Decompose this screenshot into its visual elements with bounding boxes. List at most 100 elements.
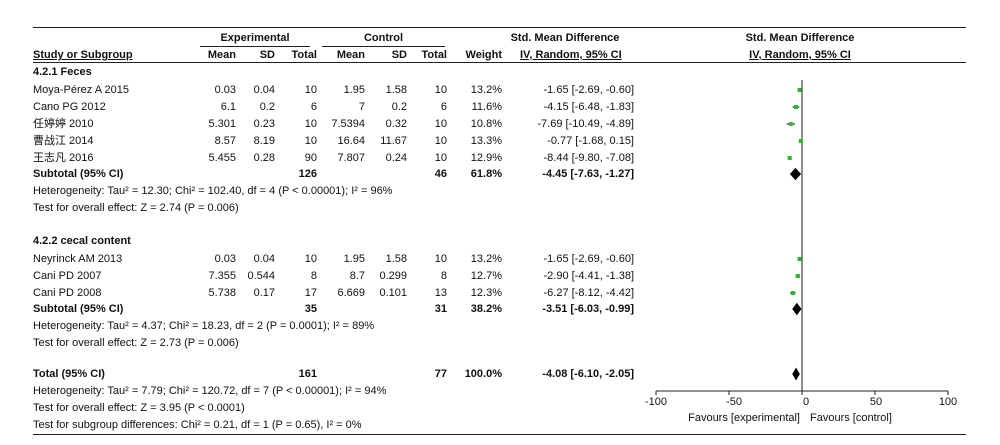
total-e: 6 bbox=[310, 101, 317, 113]
favours-experimental-label: Favours [experimental] bbox=[688, 412, 800, 424]
header-experimental: Experimental bbox=[220, 32, 290, 44]
study-name: 曹战江 2014 bbox=[33, 135, 94, 147]
mean-c: 7.807 bbox=[337, 152, 365, 164]
study-name: Cano PG 2012 bbox=[33, 101, 106, 113]
header-plot-title: Std. Mean Difference bbox=[745, 32, 855, 44]
subgroup-title: 4.2.2 cecal content bbox=[33, 235, 131, 247]
total-total-e: 161 bbox=[298, 368, 317, 380]
study-name: Cani PD 2008 bbox=[33, 287, 102, 299]
weight: 13.3% bbox=[470, 135, 502, 147]
subtotal-total-c: 31 bbox=[434, 303, 447, 315]
col-study: Study or Subgroup bbox=[33, 49, 133, 61]
sd-c: 0.32 bbox=[385, 118, 407, 130]
sd-c: 0.2 bbox=[391, 101, 407, 113]
weight: 10.8% bbox=[470, 118, 502, 130]
sd-e: 0.2 bbox=[259, 101, 275, 113]
total-e: 10 bbox=[304, 84, 317, 96]
subtotal-label: Subtotal (95% CI) bbox=[33, 168, 124, 180]
subtotal-weight: 61.8% bbox=[470, 168, 502, 180]
total-e: 10 bbox=[304, 118, 317, 130]
mean-c: 7.5394 bbox=[331, 118, 365, 130]
header-control: Control bbox=[363, 32, 404, 44]
total-c: 10 bbox=[434, 152, 447, 164]
total-c: 10 bbox=[434, 118, 447, 130]
ci-text: -7.69 [-10.49, -4.89] bbox=[537, 118, 634, 130]
overall-effect-text: Test for overall effect: Z = 2.74 (P = 0… bbox=[33, 202, 239, 214]
col-weight: Weight bbox=[465, 49, 502, 61]
col-mean-e: Mean bbox=[207, 49, 236, 61]
study-name: 王志凡 2016 bbox=[33, 152, 94, 164]
mean-c: 1.95 bbox=[343, 253, 365, 265]
total-c: 13 bbox=[434, 287, 447, 299]
header-rule bbox=[33, 62, 966, 63]
subgroup-differences-text: Test for subgroup differences: Chi² = 0.… bbox=[33, 419, 362, 431]
ci-text: -1.65 [-2.69, -0.60] bbox=[543, 253, 635, 265]
total-overall-effect-text: Test for overall effect: Z = 3.95 (P < 0… bbox=[33, 402, 245, 414]
total-c: 10 bbox=[434, 84, 447, 96]
sd-c: 0.299 bbox=[379, 270, 407, 282]
ci-text: -0.77 [-1.68, 0.15] bbox=[547, 135, 634, 147]
summary-diamond bbox=[792, 302, 802, 316]
weight: 12.3% bbox=[470, 287, 502, 299]
sd-e: 0.28 bbox=[253, 152, 275, 164]
study-point bbox=[788, 122, 793, 126]
study-point bbox=[797, 87, 802, 93]
bottom-rule bbox=[33, 434, 966, 435]
experimental-underline bbox=[200, 46, 310, 47]
mean-c: 7 bbox=[358, 101, 365, 113]
axis-tick-label: -50 bbox=[726, 396, 742, 408]
ci-text: -2.90 [-4.41, -1.38] bbox=[543, 270, 635, 282]
total-e: 90 bbox=[304, 152, 317, 164]
sd-e: 0.23 bbox=[253, 118, 275, 130]
total-heterogeneity-text: Heterogeneity: Tau² = 7.79; Chi² = 120.7… bbox=[33, 385, 387, 397]
study-point bbox=[793, 105, 798, 109]
study-name: Moya-Pérez A 2015 bbox=[33, 84, 130, 96]
axis-tick-label: 0 bbox=[802, 396, 810, 408]
weight: 11.6% bbox=[471, 101, 502, 113]
study-name: Cani PD 2007 bbox=[33, 270, 102, 282]
sd-e: 0.04 bbox=[253, 84, 275, 96]
total-total-c: 77 bbox=[434, 368, 447, 380]
summary-diamond bbox=[792, 367, 800, 381]
total-e: 10 bbox=[304, 135, 317, 147]
study-point bbox=[798, 138, 803, 144]
mean-e: 6.1 bbox=[220, 101, 236, 113]
sd-c: 1.58 bbox=[385, 84, 407, 96]
subtotal-total-c: 46 bbox=[434, 168, 447, 180]
col-plot-method: IV, Random, 95% CI bbox=[749, 49, 851, 61]
subtotal-ci: -4.45 [-7.63, -1.27] bbox=[542, 168, 634, 180]
subtotal-label: Subtotal (95% CI) bbox=[33, 303, 124, 315]
study-point bbox=[787, 155, 792, 161]
sd-e: 0.17 bbox=[253, 287, 275, 299]
total-weight: 100.0% bbox=[464, 368, 502, 380]
axis-tick-label: 100 bbox=[938, 396, 958, 408]
total-c: 10 bbox=[434, 135, 447, 147]
col-method: IV, Random, 95% CI bbox=[520, 49, 622, 61]
sd-c: 0.24 bbox=[385, 152, 407, 164]
heterogeneity-text: Heterogeneity: Tau² = 4.37; Chi² = 18.23… bbox=[33, 320, 375, 332]
study-name: Neyrinck AM 2013 bbox=[33, 253, 123, 265]
heterogeneity-text: Heterogeneity: Tau² = 12.30; Chi² = 102.… bbox=[33, 185, 393, 197]
favours-control-label: Favours [control] bbox=[810, 412, 892, 424]
mean-c: 1.95 bbox=[343, 84, 365, 96]
top-rule bbox=[33, 27, 966, 28]
sd-c: 1.58 bbox=[385, 253, 407, 265]
subtotal-ci: -3.51 [-6.03, -0.99] bbox=[542, 303, 634, 315]
total-e: 10 bbox=[304, 253, 317, 265]
total-label: Total (95% CI) bbox=[33, 368, 105, 380]
mean-e: 0.03 bbox=[214, 84, 236, 96]
col-mean-c: Mean bbox=[336, 49, 365, 61]
mean-e: 5.738 bbox=[208, 287, 236, 299]
sd-e: 0.04 bbox=[253, 253, 275, 265]
weight: 12.9% bbox=[470, 152, 502, 164]
mean-e: 7.355 bbox=[208, 270, 236, 282]
col-sd-c: SD bbox=[391, 49, 407, 61]
total-e: 8 bbox=[310, 270, 317, 282]
col-total-e: Total bbox=[291, 49, 317, 61]
header-effect-title: Std. Mean Difference bbox=[510, 32, 620, 44]
col-sd-e: SD bbox=[259, 49, 275, 61]
subtotal-total-e: 126 bbox=[298, 168, 317, 180]
study-name: 任婷婷 2010 bbox=[33, 118, 94, 130]
col-total-c: Total bbox=[421, 49, 447, 61]
